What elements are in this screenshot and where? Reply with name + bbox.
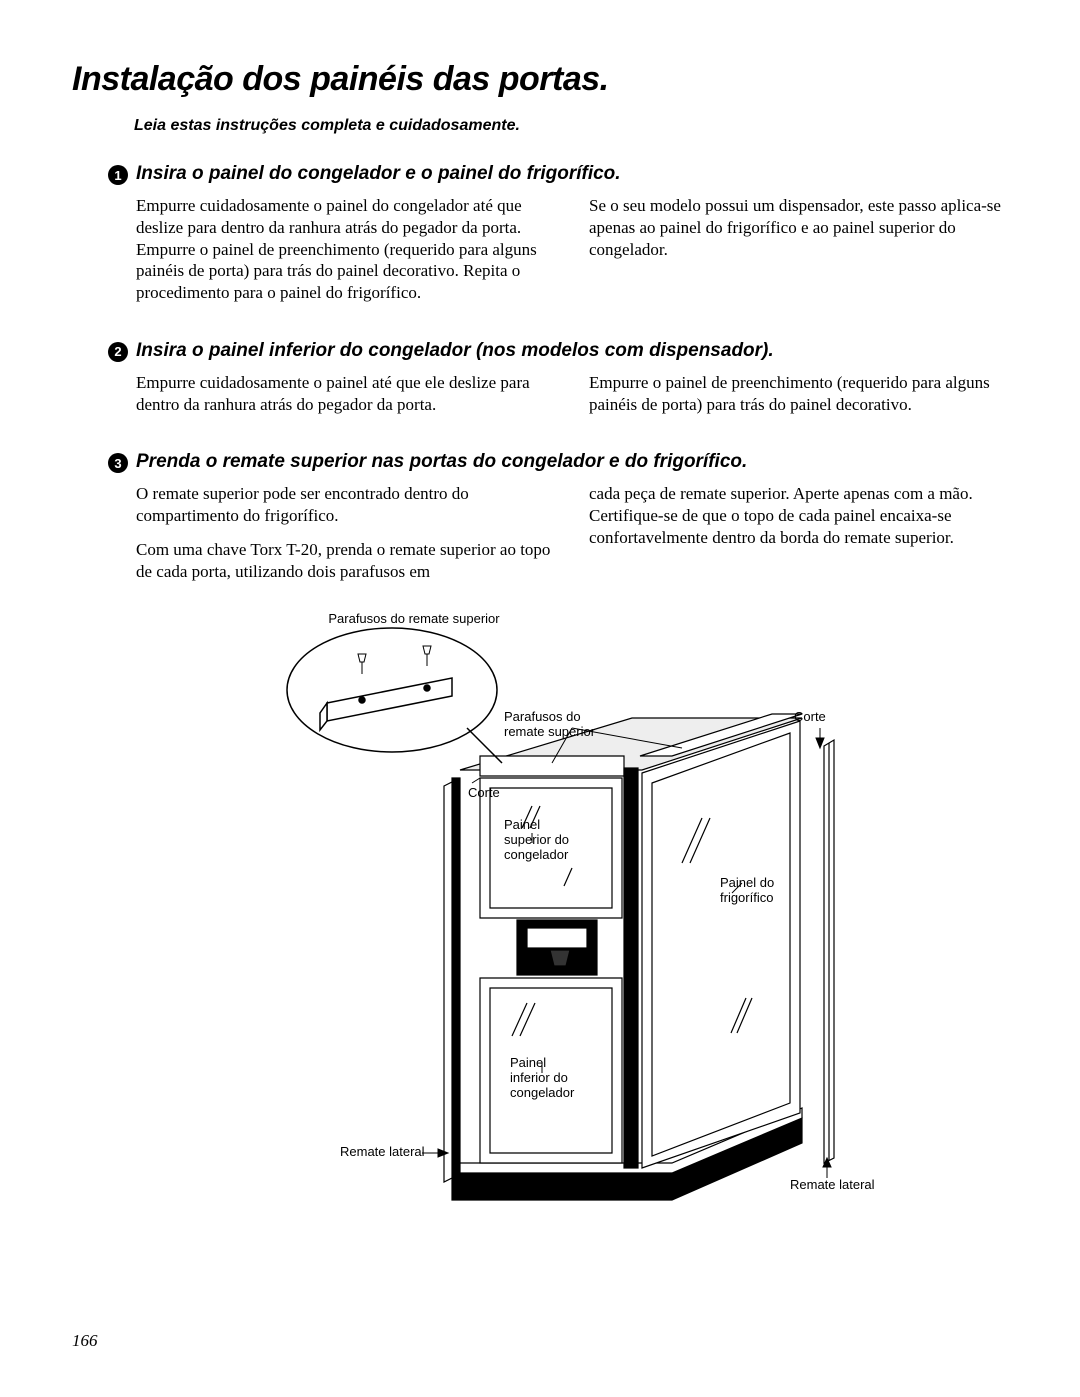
label-top-screws: Parafusos do remate superior (504, 710, 595, 740)
label-painel-frig: Painel do frigorífico (720, 876, 774, 906)
step-col-right: cada peça de remate superior. Aperte ape… (589, 483, 1008, 594)
step-col-right: Se o seu modelo possui um dispensador, e… (589, 195, 1008, 316)
label-corte-right: Corte (794, 710, 826, 725)
page-title: Instalação dos painéis das portas. (72, 60, 1008, 99)
step-title: Prenda o remate superior nas portas do c… (136, 451, 747, 473)
label-remate-left: Remate lateral (340, 1145, 425, 1160)
label-remate-right: Remate lateral (790, 1178, 875, 1193)
step-number-badge: 3 (108, 453, 128, 473)
subtitle: Leia estas instruções completa e cuidado… (134, 117, 1008, 135)
step-title: Insira o painel do congelador e o painel… (136, 163, 621, 185)
label-top-screws-bubble: Parafusos do remate superior (324, 612, 504, 627)
label-corte-left: Corte (468, 786, 500, 801)
step-1: 1 Insira o painel do congelador e o pain… (108, 163, 1008, 316)
step-col-left: O remate superior pode ser encontrado de… (136, 483, 555, 594)
refrigerator-diagram: Parafusos do remate superior Parafusos d… (72, 618, 1008, 1258)
step-3: 3 Prenda o remate superior nas portas do… (108, 451, 1008, 594)
page-number: 166 (72, 1331, 98, 1351)
step-2: 2 Insira o painel inferior do congelador… (108, 340, 1008, 428)
step-title: Insira o painel inferior do congelador (… (136, 340, 774, 362)
step-number-badge: 1 (108, 165, 128, 185)
step-col-left: Empurre cuidadosamente o painel até que … (136, 372, 555, 428)
step-number-badge: 2 (108, 342, 128, 362)
step-col-left: Empurre cuidadosamente o painel do conge… (136, 195, 555, 316)
label-painel-inf: Painel inferior do congelador (510, 1056, 574, 1101)
step-col-right: Empurre o painel de preenchimento (reque… (589, 372, 1008, 428)
label-painel-sup: Painel superior do congelador (504, 818, 569, 863)
